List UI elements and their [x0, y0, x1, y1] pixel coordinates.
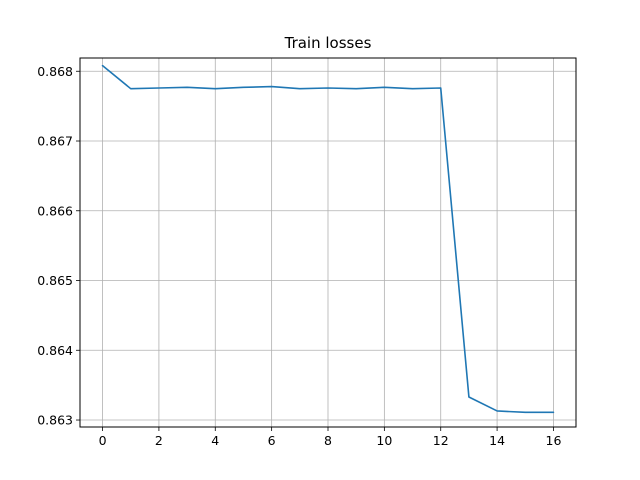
- x-tick-label: 4: [211, 433, 219, 448]
- y-tick-label: 0.868: [37, 64, 73, 79]
- series-layer: [101, 64, 555, 414]
- x-tick-label: 8: [324, 433, 332, 448]
- y-tick-label: 0.867: [37, 134, 73, 149]
- chart-title: Train losses: [284, 34, 372, 52]
- x-tick-label: 10: [376, 433, 392, 448]
- x-tick-label: 16: [546, 433, 562, 448]
- y-tick-label: 0.865: [37, 273, 73, 288]
- grid-lines: [80, 58, 576, 427]
- y-tick-label: 0.864: [37, 343, 73, 358]
- series-line: [101, 64, 555, 414]
- x-tick-label: 0: [99, 433, 107, 448]
- y-tick-label: 0.866: [37, 203, 73, 218]
- y-tick-label: 0.863: [37, 413, 73, 428]
- axis-ticks: 0 2 4 6 8 10 12 14 16 0.863 0.864 0.865 0.866 0.867 0.…: [37, 64, 561, 448]
- x-tick-label: 2: [155, 433, 163, 448]
- x-tick-label: 12: [433, 433, 449, 448]
- x-tick-label: 14: [489, 433, 505, 448]
- x-tick-label: 6: [268, 433, 276, 448]
